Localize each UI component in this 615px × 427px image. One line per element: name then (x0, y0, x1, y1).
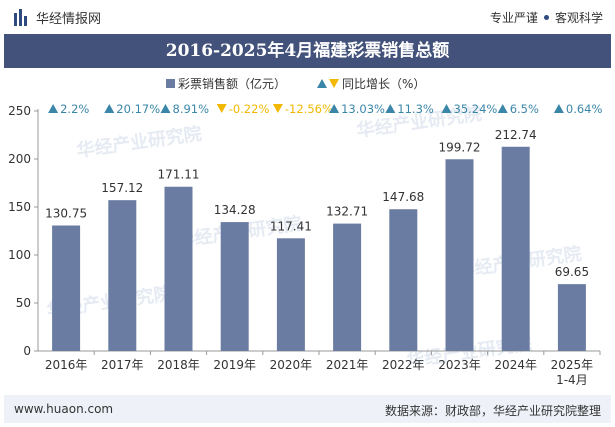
bar-value-label: 69.65 (555, 265, 589, 279)
logo: 华经情报网 (14, 8, 101, 27)
footer-source: 数据来源：财政部，华经产业研究院整理 (384, 404, 601, 418)
growth-up-triangle-icon (553, 104, 564, 113)
growth-up-triangle-icon (497, 104, 508, 113)
logo-text: 华经情报网 (36, 12, 102, 27)
legend-up-triangle-icon (317, 79, 327, 88)
growth-value-label: 35.24% (454, 102, 498, 116)
bar (389, 209, 418, 351)
growth-value-label: 20.17% (116, 102, 160, 116)
tagline: 专业严谨 客观科学 (490, 9, 603, 26)
y-tick-label: 100 (8, 248, 31, 262)
x-tick-label: 2022年 (382, 358, 425, 372)
y-tick-label: 50 (16, 296, 31, 310)
bar (164, 186, 193, 351)
growth-down-triangle-icon (216, 104, 227, 113)
x-tick-label: 2023年 (438, 358, 481, 372)
growth-down-triangle-icon (272, 104, 283, 113)
bar-value-label: 212.74 (495, 128, 537, 142)
bar (52, 225, 81, 351)
bar-chart: 华经产业研究院华经产业研究院华经产业研究院华经产业研究院华经产业研究院华经产业研… (8, 76, 603, 387)
bar (557, 284, 586, 351)
growth-up-triangle-icon (329, 104, 340, 113)
bar-value-label: 132.71 (326, 205, 368, 219)
growth-up-triangle-icon (441, 104, 452, 113)
y-tick-label: 0 (23, 344, 31, 358)
bar-value-label: 134.28 (214, 203, 256, 217)
bar-value-label: 199.72 (439, 140, 481, 154)
footer: www.huaon.com 数据来源：财政部，华经产业研究院整理 (4, 395, 611, 423)
growth-value-label: 0.64% (566, 102, 603, 116)
growth-up-triangle-icon (104, 104, 115, 113)
bar-value-label: 117.41 (270, 219, 312, 233)
bar-value-label: 171.11 (158, 168, 200, 182)
watermark-text: 华经产业研究院 (75, 122, 203, 161)
growth-value-label: 13.03% (341, 102, 385, 116)
bar (108, 200, 137, 351)
growth-up-triangle-icon (160, 104, 171, 113)
x-tick-label: 1-4月 (556, 373, 588, 387)
x-tick-label: 2025年 (551, 358, 594, 372)
x-tick-label: 2020年 (270, 358, 313, 372)
y-tick-label: 200 (8, 152, 31, 166)
growth-value-label: 8.91% (173, 102, 210, 116)
growth-value-label: 2.2% (60, 102, 89, 116)
growth-value-label: -12.56% (285, 102, 333, 116)
growth-value-label: -0.22% (229, 102, 270, 116)
x-tick-label: 2018年 (157, 358, 200, 372)
bar-value-label: 130.75 (45, 206, 87, 220)
logo-bars-icon (14, 9, 28, 26)
x-tick-label: 2017年 (101, 358, 144, 372)
legend-bar-label: 彩票销售额（亿元） (178, 76, 286, 91)
footer-url[interactable]: www.huaon.com (14, 402, 114, 416)
x-tick-label: 2016年 (45, 358, 88, 372)
bar (220, 222, 249, 351)
dot-icon (543, 15, 549, 20)
tagline-2: 客观科学 (554, 11, 603, 25)
top-bar: 华经情报网 专业严谨 客观科学 (0, 0, 615, 34)
legend-bar-swatch (166, 79, 175, 88)
growth-value-label: 11.3% (397, 102, 434, 116)
x-tick-label: 2021年 (326, 358, 369, 372)
x-tick-label: 2024年 (494, 358, 537, 372)
legend-down-triangle-icon (329, 79, 339, 88)
legend-growth-label: 同比增长（%） (342, 77, 425, 91)
bar (445, 159, 474, 351)
growth-up-triangle-icon (385, 104, 396, 113)
bar (501, 146, 530, 351)
growth-up-triangle-icon (48, 104, 59, 113)
bar-value-label: 157.12 (101, 181, 143, 195)
y-tick-label: 150 (8, 200, 31, 214)
bar-value-label: 147.68 (382, 190, 424, 204)
chart-title: 2016-2025年4月福建彩票销售总额 (4, 34, 611, 68)
tagline-1: 专业严谨 (489, 11, 538, 25)
bar (333, 223, 362, 351)
x-tick-label: 2019年 (213, 358, 256, 372)
y-tick-label: 250 (8, 104, 31, 118)
bar (276, 238, 305, 351)
growth-value-label: 6.5% (510, 102, 539, 116)
